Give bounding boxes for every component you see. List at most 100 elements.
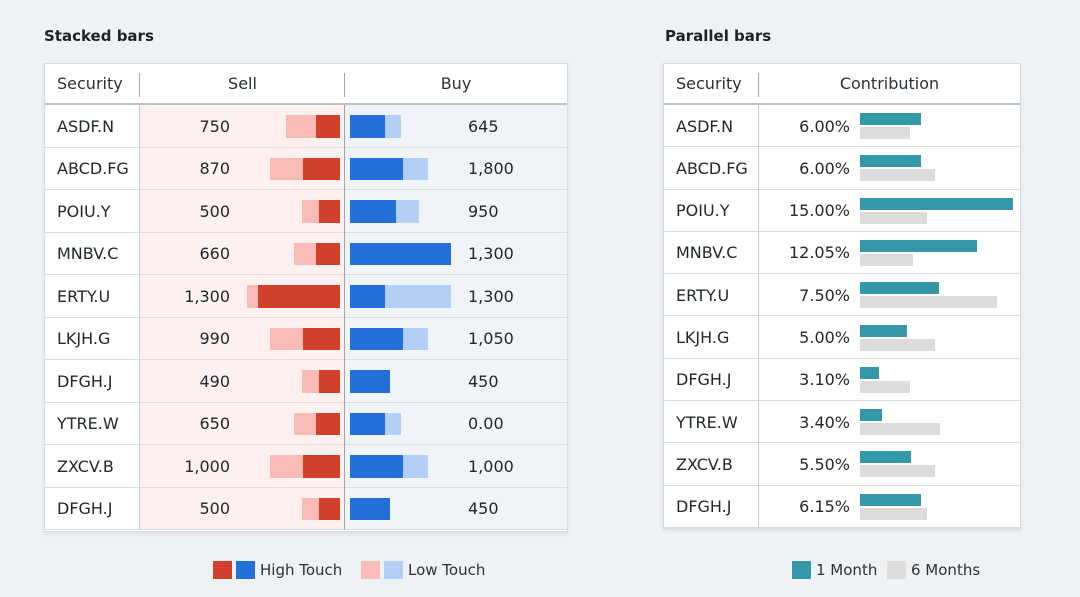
sell-low-touch-bar — [269, 157, 304, 180]
sell-value: 490 — [199, 371, 230, 391]
security-name: YTRE.W — [676, 412, 738, 432]
security-name: DFGH.J — [57, 499, 113, 518]
legend-label-6-months: 6 Months — [911, 561, 981, 579]
security-name: ERTY.U — [57, 286, 111, 306]
header-divider — [139, 73, 140, 97]
table-row: ZXCV.B 5.50% — [664, 443, 1020, 486]
table-row: POIU.Y 500 950 — [45, 190, 567, 233]
sell-high-touch-bar — [319, 497, 340, 520]
security-name: YTRE.W — [57, 414, 119, 433]
sell-high-touch-bar — [303, 327, 340, 350]
table-row: ERTY.U 1,300 1,300 — [45, 275, 567, 318]
legend-swatch-1-month — [792, 561, 811, 579]
six-months-bar — [860, 380, 910, 393]
contribution-value: 5.00% — [799, 328, 850, 347]
six-months-bar — [860, 423, 940, 436]
buy-value: 0.00 — [468, 414, 504, 433]
six-months-bar — [860, 169, 936, 182]
security-name: POIU.Y — [57, 201, 111, 221]
one-month-bar — [860, 366, 880, 379]
legend-label-low-touch: Low Touch — [408, 561, 486, 579]
header-sell: Sell — [228, 74, 257, 93]
header-divider — [344, 73, 345, 97]
contribution-value: 6.00% — [799, 158, 850, 178]
sell-low-touch-bar — [285, 115, 316, 138]
buy-high-touch-bar — [350, 455, 403, 478]
six-months-bar — [860, 507, 928, 520]
one-month-bar — [860, 113, 922, 125]
sell-low-touch-bar — [247, 285, 259, 308]
table-row: POIU.Y 15.00% — [664, 190, 1020, 232]
buy-high-touch-bar — [350, 370, 390, 393]
table-row: ABCD.FG 6.00% — [664, 147, 1020, 190]
table-row: YTRE.W 3.40% — [664, 401, 1020, 444]
sell-value: 660 — [199, 244, 230, 263]
table-row: DFGH.J 3.10% — [664, 359, 1020, 402]
buy-value: 1,300 — [468, 244, 514, 263]
sell-value: 500 — [199, 201, 230, 221]
sell-low-touch-bar — [293, 412, 316, 435]
sell-high-touch-bar — [316, 412, 340, 435]
sell-low-touch-bar — [301, 370, 320, 393]
header-contribution: Contribution — [839, 74, 940, 93]
sell-low-touch-bar — [301, 497, 320, 520]
buy-high-touch-bar — [350, 242, 451, 265]
sell-value: 650 — [199, 414, 230, 433]
legend-label-1-month: 1 Month — [816, 561, 878, 579]
parallel-bars-table: Security Contribution ASDF.N 6.00% ABCD.FG… — [663, 63, 1021, 529]
sell-low-touch-bar — [269, 455, 304, 478]
buy-value: 645 — [468, 116, 499, 136]
table-row: LKJH.G 5.00% — [664, 317, 1020, 359]
one-month-bar — [860, 451, 911, 464]
legend-swatch-sell-low — [361, 561, 380, 579]
table-row: MNBV.C 12.05% — [664, 232, 1020, 275]
security-name: MNBV.C — [57, 244, 119, 263]
table-row: ASDF.N 6.00% — [664, 105, 1020, 148]
sell-high-touch-bar — [258, 285, 340, 308]
contribution-value: 6.00% — [799, 116, 850, 136]
header-security: Security — [676, 74, 742, 93]
buy-value: 1,300 — [468, 286, 514, 306]
six-months-bar — [860, 127, 910, 139]
security-name: MNBV.C — [676, 243, 738, 263]
security-name: ERTY.U — [676, 285, 730, 305]
table-row: ZXCV.B 1,000 1,000 — [45, 445, 567, 488]
table-row: DFGH.J 500 450 — [45, 488, 567, 530]
six-months-bar — [860, 465, 936, 478]
buy-value: 1,050 — [468, 329, 514, 348]
six-months-bar — [860, 296, 997, 309]
one-month-bar — [860, 493, 922, 506]
security-name: LKJH.G — [676, 328, 730, 347]
one-month-bar — [860, 324, 907, 337]
legend-swatch-sell-high — [213, 561, 232, 579]
header-buy: Buy — [440, 74, 472, 93]
buy-high-touch-bar — [350, 412, 386, 435]
stacked-bars-title: Stacked bars — [44, 27, 154, 45]
legend-swatch-6-months — [887, 561, 906, 579]
sell-value: 750 — [199, 116, 230, 136]
table-row: YTRE.W 650 0.00 — [45, 403, 567, 445]
stacked-header-row: Security Sell Buy — [45, 64, 567, 105]
table-row: DFGH.J 490 450 — [45, 360, 567, 403]
security-name: DFGH.J — [57, 371, 113, 391]
buy-high-touch-bar — [350, 115, 386, 138]
contribution-value: 6.15% — [799, 497, 850, 517]
sell-low-touch-bar — [269, 327, 304, 350]
table-row: MNBV.C 660 1,300 — [45, 233, 567, 275]
buy-low-touch-bar — [385, 412, 402, 435]
six-months-bar — [860, 211, 928, 224]
buy-high-touch-bar — [350, 327, 403, 350]
legend-label-high-touch: High Touch — [260, 561, 343, 579]
contribution-value: 7.50% — [799, 285, 850, 305]
buy-low-touch-bar — [385, 115, 402, 138]
one-month-bar — [860, 239, 978, 252]
one-month-bar — [860, 282, 940, 295]
buy-high-touch-bar — [350, 200, 397, 223]
one-month-bar — [860, 155, 922, 168]
sell-high-touch-bar — [303, 157, 340, 180]
buy-value: 450 — [468, 371, 499, 391]
column-divider — [139, 105, 140, 530]
parallel-header-row: Security Contribution — [664, 64, 1020, 105]
contribution-value: 12.05% — [788, 243, 850, 263]
sell-value: 1,000 — [184, 456, 230, 476]
